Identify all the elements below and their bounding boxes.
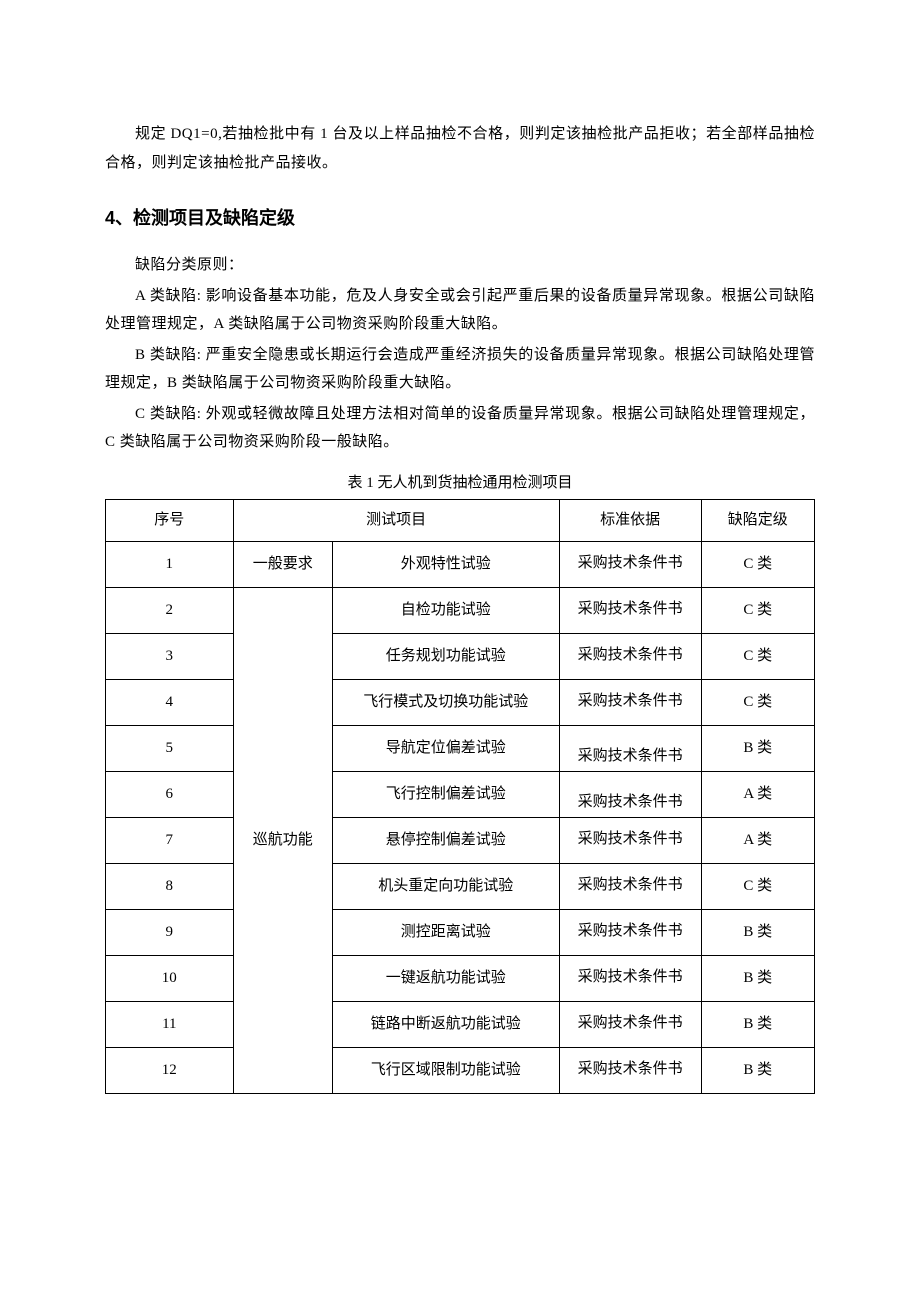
cell-item: 自检功能试验 bbox=[332, 587, 559, 633]
defect-class-a: A 类缺陷: 影响设备基本功能，危及人身安全或会引起严重后果的设备质量异常现象。… bbox=[105, 282, 815, 339]
table-row: 1 一般要求 外观特性试验 采购技术条件书 C 类 bbox=[106, 541, 815, 587]
table-row: 11 链路中断返航功能试验 采购技术条件书 B 类 bbox=[106, 1001, 815, 1047]
cell-seq: 12 bbox=[106, 1047, 234, 1093]
cell-seq: 1 bbox=[106, 541, 234, 587]
cell-seq: 6 bbox=[106, 771, 234, 817]
header-test-item: 测试项目 bbox=[233, 500, 559, 542]
cell-level: A 类 bbox=[701, 817, 814, 863]
cell-level: B 类 bbox=[701, 909, 814, 955]
inspection-table: 序号 测试项目 标准依据 缺陷定级 1 一般要求 外观特性试验 采购技术条件书 … bbox=[105, 499, 815, 1094]
cell-seq: 3 bbox=[106, 633, 234, 679]
cell-category-cruise: 巡航功能 bbox=[233, 587, 332, 1093]
table-row: 10 一键返航功能试验 采购技术条件书 B 类 bbox=[106, 955, 815, 1001]
cell-level: C 类 bbox=[701, 587, 814, 633]
defect-principle-label: 缺陷分类原则： bbox=[105, 251, 815, 280]
defect-class-b: B 类缺陷: 严重安全隐患或长期运行会造成严重经济损失的设备质量异常现象。根据公… bbox=[105, 341, 815, 398]
cell-basis: 采购技术条件书 bbox=[559, 725, 701, 771]
cell-level: C 类 bbox=[701, 863, 814, 909]
table-row: 7 悬停控制偏差试验 采购技术条件书 A 类 bbox=[106, 817, 815, 863]
table-row: 12 飞行区域限制功能试验 采购技术条件书 B 类 bbox=[106, 1047, 815, 1093]
cell-basis: 采购技术条件书 bbox=[559, 817, 701, 863]
table-header-row: 序号 测试项目 标准依据 缺陷定级 bbox=[106, 500, 815, 542]
header-level: 缺陷定级 bbox=[701, 500, 814, 542]
cell-category-general: 一般要求 bbox=[233, 541, 332, 587]
cell-item: 导航定位偏差试验 bbox=[332, 725, 559, 771]
cell-level: C 类 bbox=[701, 541, 814, 587]
intro-paragraph: 规定 DQ1=0,若抽检批中有 1 台及以上样品抽检不合格，则判定该抽检批产品拒… bbox=[105, 120, 815, 177]
cell-level: B 类 bbox=[701, 725, 814, 771]
cell-item: 飞行模式及切换功能试验 bbox=[332, 679, 559, 725]
defect-class-c: C 类缺陷: 外观或轻微故障且处理方法相对简单的设备质量异常现象。根据公司缺陷处… bbox=[105, 400, 815, 457]
table-row: 6 飞行控制偏差试验 采购技术条件书 A 类 bbox=[106, 771, 815, 817]
cell-item: 飞行控制偏差试验 bbox=[332, 771, 559, 817]
table-row: 8 机头重定向功能试验 采购技术条件书 C 类 bbox=[106, 863, 815, 909]
cell-item: 链路中断返航功能试验 bbox=[332, 1001, 559, 1047]
cell-level: C 类 bbox=[701, 633, 814, 679]
cell-level: A 类 bbox=[701, 771, 814, 817]
cell-basis: 采购技术条件书 bbox=[559, 679, 701, 725]
table-row: 3 任务规划功能试验 采购技术条件书 C 类 bbox=[106, 633, 815, 679]
cell-seq: 11 bbox=[106, 1001, 234, 1047]
cell-seq: 9 bbox=[106, 909, 234, 955]
cell-basis: 采购技术条件书 bbox=[559, 955, 701, 1001]
cell-basis: 采购技术条件书 bbox=[559, 909, 701, 955]
cell-item: 飞行区域限制功能试验 bbox=[332, 1047, 559, 1093]
cell-item: 测控距离试验 bbox=[332, 909, 559, 955]
cell-basis: 采购技术条件书 bbox=[559, 863, 701, 909]
cell-seq: 2 bbox=[106, 587, 234, 633]
cell-level: C 类 bbox=[701, 679, 814, 725]
cell-seq: 7 bbox=[106, 817, 234, 863]
cell-basis: 采购技术条件书 bbox=[559, 541, 701, 587]
cell-item: 任务规划功能试验 bbox=[332, 633, 559, 679]
table-row: 9 测控距离试验 采购技术条件书 B 类 bbox=[106, 909, 815, 955]
header-basis: 标准依据 bbox=[559, 500, 701, 542]
cell-seq: 10 bbox=[106, 955, 234, 1001]
table-row: 4 飞行模式及切换功能试验 采购技术条件书 C 类 bbox=[106, 679, 815, 725]
cell-item: 一键返航功能试验 bbox=[332, 955, 559, 1001]
cell-seq: 5 bbox=[106, 725, 234, 771]
cell-seq: 4 bbox=[106, 679, 234, 725]
table-row: 2 巡航功能 自检功能试验 采购技术条件书 C 类 bbox=[106, 587, 815, 633]
cell-item: 悬停控制偏差试验 bbox=[332, 817, 559, 863]
cell-level: B 类 bbox=[701, 1001, 814, 1047]
cell-basis: 采购技术条件书 bbox=[559, 1001, 701, 1047]
cell-basis: 采购技术条件书 bbox=[559, 771, 701, 817]
section-heading: 4、检测项目及缺陷定级 bbox=[105, 201, 815, 235]
cell-basis: 采购技术条件书 bbox=[559, 1047, 701, 1093]
cell-item: 机头重定向功能试验 bbox=[332, 863, 559, 909]
cell-item: 外观特性试验 bbox=[332, 541, 559, 587]
header-seq: 序号 bbox=[106, 500, 234, 542]
table-row: 5 导航定位偏差试验 采购技术条件书 B 类 bbox=[106, 725, 815, 771]
cell-seq: 8 bbox=[106, 863, 234, 909]
cell-level: B 类 bbox=[701, 1047, 814, 1093]
table-caption: 表 1 无人机到货抽检通用检测项目 bbox=[105, 469, 815, 498]
cell-basis: 采购技术条件书 bbox=[559, 633, 701, 679]
cell-basis: 采购技术条件书 bbox=[559, 587, 701, 633]
cell-level: B 类 bbox=[701, 955, 814, 1001]
